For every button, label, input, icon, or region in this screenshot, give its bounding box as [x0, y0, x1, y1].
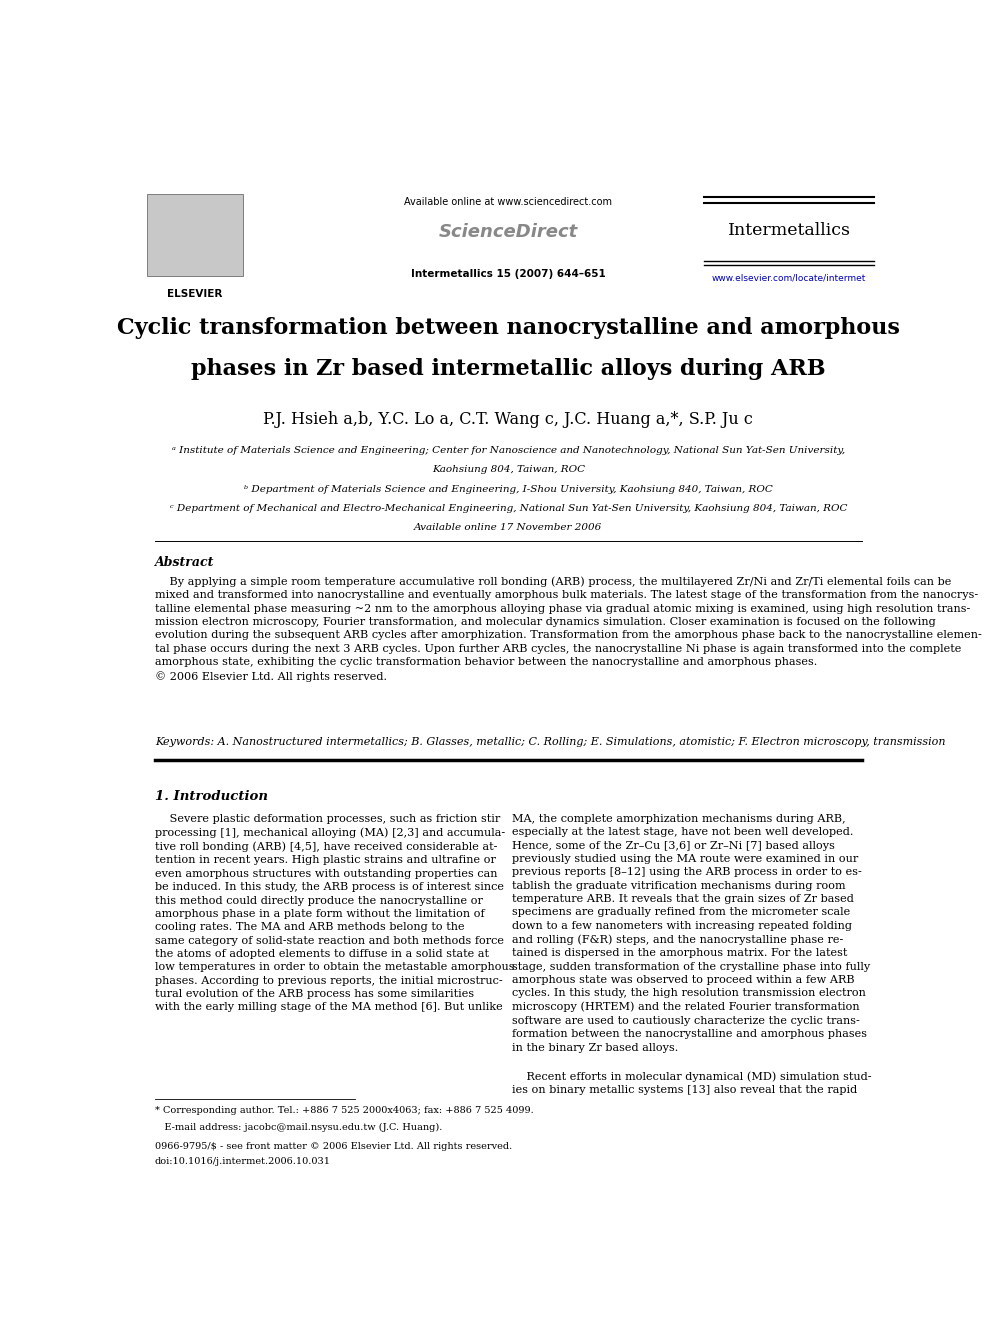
Bar — [147, 194, 243, 277]
Text: Available online at www.sciencedirect.com: Available online at www.sciencedirect.co… — [405, 197, 612, 208]
Text: www.elsevier.com/locate/intermet: www.elsevier.com/locate/intermet — [712, 274, 866, 283]
Text: Cyclic transformation between nanocrystalline and amorphous: Cyclic transformation between nanocrysta… — [117, 316, 900, 339]
Text: 1. Introduction: 1. Introduction — [155, 790, 268, 803]
Text: Intermetallics 15 (2007) 644–651: Intermetallics 15 (2007) 644–651 — [411, 269, 606, 279]
Text: doi:10.1016/j.intermet.2006.10.031: doi:10.1016/j.intermet.2006.10.031 — [155, 1158, 330, 1166]
Text: Kaohsiung 804, Taiwan, ROC: Kaohsiung 804, Taiwan, ROC — [432, 466, 585, 475]
Text: Available online 17 November 2006: Available online 17 November 2006 — [415, 524, 602, 532]
Text: MA, the complete amorphization mechanisms during ARB,
especially at the latest s: MA, the complete amorphization mechanism… — [512, 814, 871, 1053]
Text: Keywords: A. Nanostructured intermetallics; B. Glasses, metallic; C. Rolling; E.: Keywords: A. Nanostructured intermetalli… — [155, 737, 945, 747]
Text: Severe plastic deformation processes, such as friction stir
processing [1], mech: Severe plastic deformation processes, su… — [155, 814, 514, 1012]
Text: 0966-9795/$ - see front matter © 2006 Elsevier Ltd. All rights reserved.: 0966-9795/$ - see front matter © 2006 El… — [155, 1142, 512, 1151]
Text: By applying a simple room temperature accumulative roll bonding (ARB) process, t: By applying a simple room temperature ac… — [155, 577, 981, 681]
Text: * Corresponding author. Tel.: +886 7 525 2000x4063; fax: +886 7 525 4099.: * Corresponding author. Tel.: +886 7 525… — [155, 1106, 534, 1115]
Text: P.J. Hsieh a,b, Y.C. Lo a, C.T. Wang c, J.C. Huang a,*, S.P. Ju c: P.J. Hsieh a,b, Y.C. Lo a, C.T. Wang c, … — [264, 411, 753, 429]
Text: ᵇ Department of Materials Science and Engineering, I-Shou University, Kaohsiung : ᵇ Department of Materials Science and En… — [244, 484, 773, 493]
Text: phases in Zr based intermetallic alloys during ARB: phases in Zr based intermetallic alloys … — [191, 359, 825, 381]
Text: ᵃ Institute of Materials Science and Engineering; Center for Nanoscience and Nan: ᵃ Institute of Materials Science and Eng… — [172, 446, 845, 455]
Text: ᶜ Department of Mechanical and Electro-Mechanical Engineering, National Sun Yat-: ᶜ Department of Mechanical and Electro-M… — [170, 504, 847, 513]
Text: Intermetallics: Intermetallics — [727, 222, 850, 239]
Text: E-mail address: jacobc@mail.nsysu.edu.tw (J.C. Huang).: E-mail address: jacobc@mail.nsysu.edu.tw… — [155, 1122, 442, 1131]
Text: ScienceDirect: ScienceDirect — [438, 224, 578, 241]
Text: Recent efforts in molecular dynamical (MD) simulation stud-
ies on binary metall: Recent efforts in molecular dynamical (M… — [512, 1072, 872, 1095]
Text: Abstract: Abstract — [155, 556, 214, 569]
Text: ELSEVIER: ELSEVIER — [168, 290, 223, 299]
